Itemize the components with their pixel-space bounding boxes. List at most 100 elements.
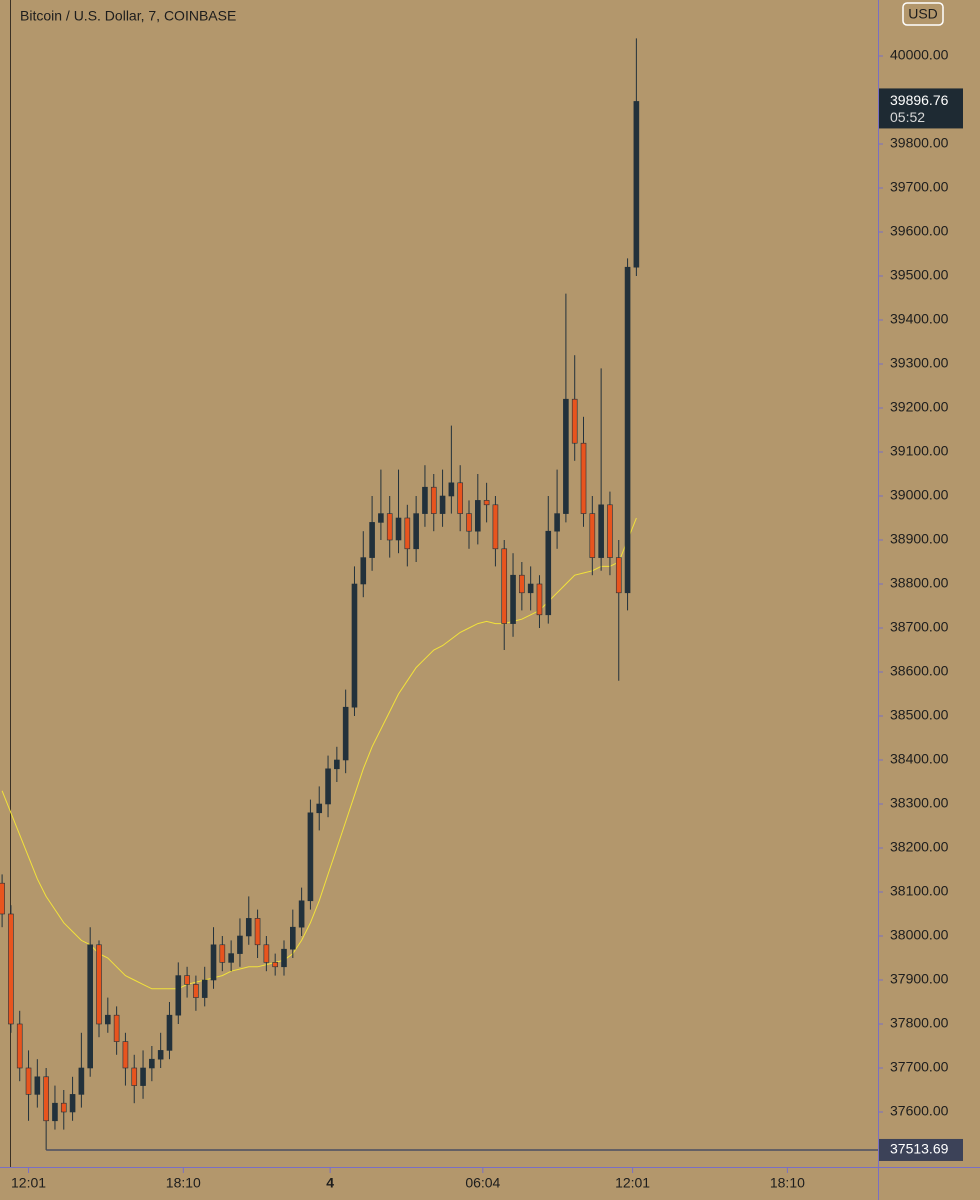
low-price-label: 37513.69 [890,1141,949,1157]
candle-body [149,1058,155,1069]
y-tick-label: 39600.00 [890,223,949,239]
candle-body [201,979,208,998]
candle-body [193,984,199,998]
y-tick-label: 39300.00 [890,355,949,371]
candle-body [175,975,182,1016]
candle-body [96,944,102,1025]
y-tick-label: 38600.00 [890,663,949,679]
x-tick-label: 4 [326,1175,334,1191]
candle-body [483,500,490,506]
candle-body [87,944,93,1069]
candle-body [342,706,349,761]
y-tick-label: 39100.00 [890,443,949,459]
y-tick-label: 39800.00 [890,135,949,151]
candle-body [298,900,305,928]
candle-body [131,1067,138,1086]
chart-title: Bitcoin / U.S. Dollar, 7, COINBASE [20,8,236,24]
currency-button[interactable] [902,2,944,26]
candle-body [527,583,534,594]
y-tick-label: 38400.00 [890,751,949,767]
candle-body [219,944,226,963]
candle-body [589,513,596,558]
candle-body [122,1041,129,1069]
candle-body [237,935,243,954]
x-tick-label: 18:10 [770,1175,805,1191]
candle-body [105,1014,111,1025]
y-tick-label: 39500.00 [890,267,949,283]
y-tick-label: 37900.00 [890,971,949,987]
y-tick-label: 38800.00 [890,575,949,591]
last-price-label: 39896.76 [890,92,949,108]
candle-body [34,1076,41,1095]
candle-body [404,517,411,550]
x-tick-label: 18:10 [166,1175,201,1191]
y-tick-label: 38200.00 [890,839,949,855]
candle-body [184,975,190,985]
y-tick-label: 38000.00 [890,927,949,943]
y-tick-label: 38100.00 [890,883,949,899]
candle-body [633,101,640,268]
y-tick-label: 38300.00 [890,795,949,811]
y-tick-label: 38500.00 [890,707,949,723]
candle-body [334,759,340,770]
x-tick-label: 12:01 [615,1175,650,1191]
y-tick-label: 39400.00 [890,311,949,327]
candle-body [501,548,508,624]
moving-average [1,517,637,990]
candle-body [60,1102,67,1113]
y-tick-label: 37600.00 [890,1103,949,1119]
candle-body [439,495,446,514]
candle-body [16,1023,23,1069]
x-tick-label: 06:04 [465,1175,500,1191]
candle-body [69,1094,76,1113]
candle-body [607,504,613,558]
candle-body [25,1067,32,1095]
candle-body [272,962,278,968]
candle-body [430,486,437,514]
candle-body [351,583,358,708]
y-tick-label: 39200.00 [890,399,949,415]
y-tick-label: 37800.00 [890,1015,949,1031]
candle-body [325,768,331,805]
candle-body [598,504,604,558]
candle-body [245,918,252,937]
candle-body [395,517,402,541]
candle-body [457,482,463,514]
y-tick-label: 37700.00 [890,1059,949,1075]
candle-body [563,398,569,514]
candle-body [413,513,419,550]
candle-body [210,944,217,981]
candle-body [360,557,367,585]
candle-body [290,926,296,950]
candle-body [448,482,455,497]
candle-body [281,948,287,968]
candle-body [536,583,543,616]
candle-body [316,803,323,814]
candle-body [571,398,578,444]
y-tick-label: 40000.00 [890,47,949,63]
y-tick-label: 38700.00 [890,619,949,635]
candle-body [466,513,472,532]
candle-body [545,530,552,616]
candle-body [157,1050,164,1060]
candle-body [166,1014,173,1051]
candle-body [519,574,525,594]
candle-body [378,513,384,523]
y-tick-label: 39700.00 [890,179,949,195]
low-price-box [879,1138,963,1161]
candle-body [422,486,428,514]
candle-body [113,1014,120,1042]
candle-body [307,812,314,902]
candle-body [43,1076,49,1122]
candle-body [624,266,631,594]
x-tick-label: 12:01 [11,1175,46,1191]
candle-body [510,574,516,624]
candle-body [492,504,499,550]
currency-label[interactable]: USD [908,6,938,22]
candle-body [369,522,375,558]
candle-body [386,513,393,541]
last-price-box [879,88,963,129]
candle-body [78,1067,85,1095]
